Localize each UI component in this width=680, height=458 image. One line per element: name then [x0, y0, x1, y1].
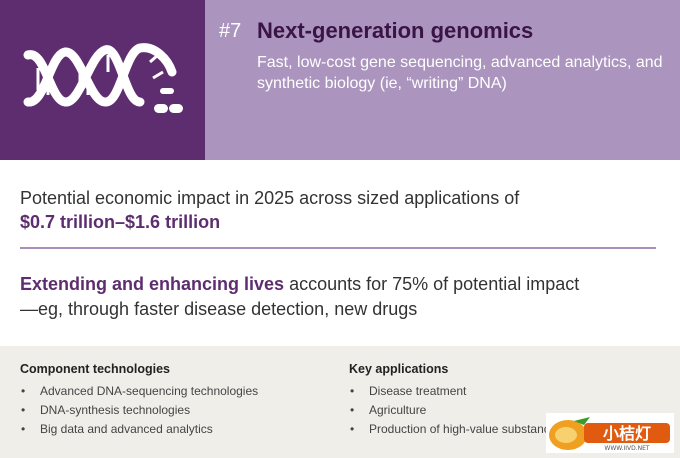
page-title: Next-generation genomics — [257, 18, 534, 43]
impact-text: Potential economic impact in 2025 across… — [20, 188, 520, 208]
impact-value: $0.7 trillion–$1.6 trillion — [20, 212, 221, 232]
list-item: Agriculture — [349, 401, 562, 420]
key-applications: Key applications Disease treatment Agric… — [349, 362, 562, 439]
subtitle: Fast, low-cost gene sequencing, advanced… — [257, 54, 663, 92]
divider — [20, 247, 656, 249]
components-heading: Component technologies — [20, 362, 170, 376]
list-item: Advanced DNA-sequencing technologies — [20, 382, 258, 401]
applications-heading: Key applications — [349, 362, 449, 376]
list-item: Disease treatment — [349, 382, 562, 401]
lives-statement: Extending and enhancing lives accounts f… — [20, 272, 580, 322]
dna-icon — [23, 43, 183, 113]
lives-rest: accounts for 75% of potential impact—eg,… — [20, 274, 580, 319]
list-item: Production of high-value substances — [349, 420, 562, 439]
list-item: DNA-synthesis technologies — [20, 401, 258, 420]
economic-impact: Potential economic impact in 2025 across… — [20, 186, 519, 234]
rank-number: #7 — [219, 20, 242, 42]
header-icon-panel — [0, 0, 205, 160]
component-technologies: Component technologies Advanced DNA-sequ… — [20, 362, 258, 439]
list-item: Big data and advanced analytics — [20, 420, 258, 439]
svg-text:小桔灯: 小桔灯 — [603, 424, 651, 443]
svg-text:WWW.IIVD.NET: WWW.IIVD.NET — [604, 445, 649, 452]
watermark-logo: 小桔灯 WWW.IIVD.NET — [546, 413, 674, 453]
header: #7 Next-generation genomics Fast, low-co… — [205, 0, 680, 160]
lives-bold: Extending and enhancing lives — [20, 274, 285, 294]
